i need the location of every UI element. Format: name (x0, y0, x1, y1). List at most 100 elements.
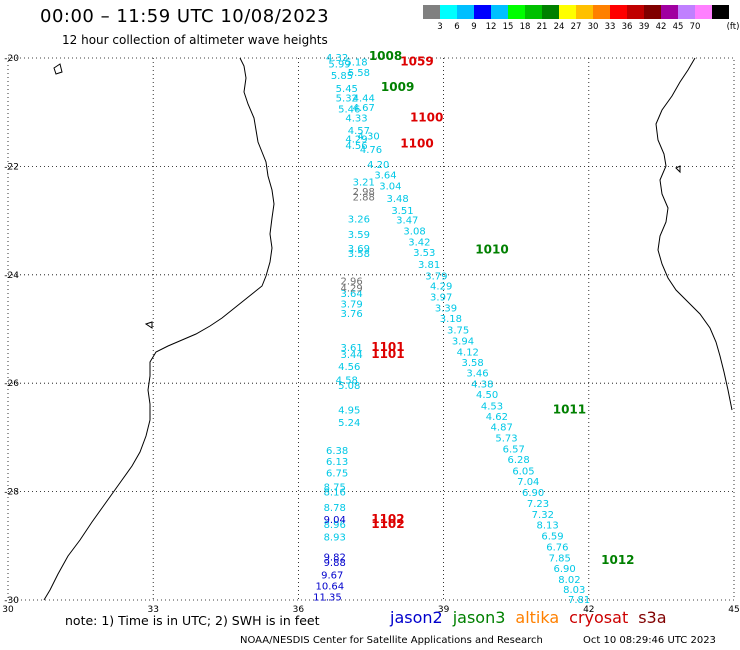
wave-height-label: 8.16 (324, 488, 346, 499)
wave-height-label: 3.21 (353, 178, 375, 189)
satellite-jason2: jason2 (390, 608, 443, 627)
wave-height-label: 7.04 (517, 477, 539, 488)
wave-height-label: 4.29 (345, 134, 367, 145)
wave-height-label: 4.58 (336, 375, 358, 386)
legend-swatch (678, 5, 695, 19)
wave-height-label: 4.12 (457, 347, 479, 358)
wave-height-label: 3.53 (413, 248, 435, 259)
wave-height-label: 8.93 (324, 533, 346, 544)
pass-time-label: 1100 (410, 111, 443, 125)
wave-height-label: 9.88 (324, 558, 346, 569)
wave-height-label: 4.29 (341, 283, 363, 294)
credit-line: NOAA/NESDIS Center for Satellite Applica… (240, 635, 543, 646)
wave-height-label: 6.76 (546, 542, 568, 553)
wave-height-label: 6.57 (503, 444, 525, 455)
legend-swatch (712, 5, 729, 19)
pass-time-label: 1059 (400, 54, 433, 68)
pass-time-label: 1102 (371, 517, 404, 531)
lat-tick-label: -22 (4, 162, 19, 172)
wave-height-label: 3.75 (447, 326, 469, 337)
legend-label: 27 (570, 22, 582, 32)
legend-swatch (491, 5, 508, 19)
wave-height-label: 3.47 (396, 216, 418, 227)
island-1 (53, 63, 63, 75)
wave-height-label: 4.32 (326, 53, 348, 64)
lon-tick-label: 36 (293, 605, 305, 615)
legend-swatch (474, 5, 491, 19)
altimeter-tracks: 4.325.995.18 5.855.58 5.455.324.445.464.67… (313, 49, 634, 606)
axis-tick-labels: 30 33 36 39 42 45 -20 -22 -24 -26 -28 -30 (2, 54, 739, 615)
wave-height-label: 4.44 (353, 94, 375, 105)
wave-height-label: 8.96 (324, 520, 346, 531)
wave-height-label: 10.64 (316, 581, 345, 592)
wave-height-label: 5.85 (331, 71, 353, 82)
wave-height-label: 6.90 (522, 488, 544, 499)
wave-height-label: 5.32 (336, 94, 358, 105)
legend-label: 39 (638, 22, 650, 32)
legend-unit: (ft) (726, 22, 740, 32)
satellite-list: jason2 jason3 altika cryosat s3a (390, 608, 677, 627)
wave-height-label: 11.35 (313, 592, 342, 603)
wave-height-label: 4.62 (486, 412, 508, 423)
wave-height-label: 3.26 (348, 215, 370, 226)
legend-swatch (627, 5, 644, 19)
generated-timestamp: Oct 10 08:29:46 UTC 2023 (583, 635, 716, 646)
wave-height-label: 7.32 (532, 510, 554, 521)
map-title: 00:00 – 11:59 UTC 10/08/2023 (40, 6, 330, 27)
wave-height-label: 3.58 (348, 249, 370, 260)
legend-swatch (525, 5, 542, 19)
wave-height-label: 5.46 (338, 104, 360, 115)
wave-height-label: 4.33 (345, 114, 367, 125)
lat-tick-label: -26 (4, 379, 19, 389)
lat-tick-label: -30 (4, 596, 19, 606)
wave-height-label: 7.81 (568, 595, 590, 606)
wave-height-label: 9.67 (321, 571, 343, 582)
wave-height-label: 7.85 (549, 553, 571, 564)
lon-tick-label: 45 (728, 605, 739, 615)
legend-label: 24 (553, 22, 565, 32)
legend-label: 21 (536, 22, 548, 32)
legend-swatch (559, 5, 576, 19)
madagascar-coastline (655, 57, 733, 411)
legend-swatch (661, 5, 678, 19)
wave-height-label: 4.29 (430, 282, 452, 293)
wave-height-label: 3.39 (435, 303, 457, 314)
wave-height-label: 3.48 (386, 194, 408, 205)
wave-height-label: 3.42 (408, 237, 430, 248)
wave-height-label: 2.88 (353, 192, 375, 203)
map-frame (7, 57, 735, 601)
coastline (43, 57, 733, 601)
lat-tick-label: -20 (4, 54, 19, 64)
legend-swatch (695, 5, 712, 19)
wave-height-label: 6.59 (541, 532, 563, 543)
wave-height-label: 3.76 (341, 309, 363, 320)
legend-label: 15 (502, 22, 514, 32)
legend-label: 9 (471, 22, 477, 32)
lon-tick-label: 42 (583, 605, 594, 615)
pass-time-label: 1100 (400, 137, 433, 151)
legend-swatch (644, 5, 661, 19)
legend-swatch (610, 5, 627, 19)
satellite-jason3: jason3 (452, 608, 506, 627)
wave-height-label: 9.04 (324, 515, 346, 526)
wave-height-label: 4.57 (348, 126, 370, 137)
pass-time-label: 1009 (381, 80, 414, 94)
wave-height-label: 3.69 (348, 244, 370, 255)
wave-height-label: 6.90 (553, 564, 575, 575)
wave-height-label: 3.97 (430, 293, 452, 304)
legend-swatch (508, 5, 525, 19)
wave-height-label: 3.64 (341, 289, 363, 300)
wave-height-label: 3.51 (391, 206, 413, 217)
wave-height-label: 3.94 (452, 336, 474, 347)
wave-height-label: 4.76 (360, 145, 382, 156)
wave-height-label: 4.30 (357, 132, 379, 143)
wave-height-label: 3.79 (425, 271, 447, 282)
wave-height-label: 8.13 (537, 521, 559, 532)
wave-height-label: 2.98 (353, 187, 375, 198)
wave-height-label: 4.56 (345, 141, 367, 152)
wave-height-label: 6.13 (326, 457, 348, 468)
wave-height-label: 3.58 (462, 358, 484, 369)
wave-height-label: 5.24 (338, 418, 360, 429)
legend-label: 42 (655, 22, 667, 32)
